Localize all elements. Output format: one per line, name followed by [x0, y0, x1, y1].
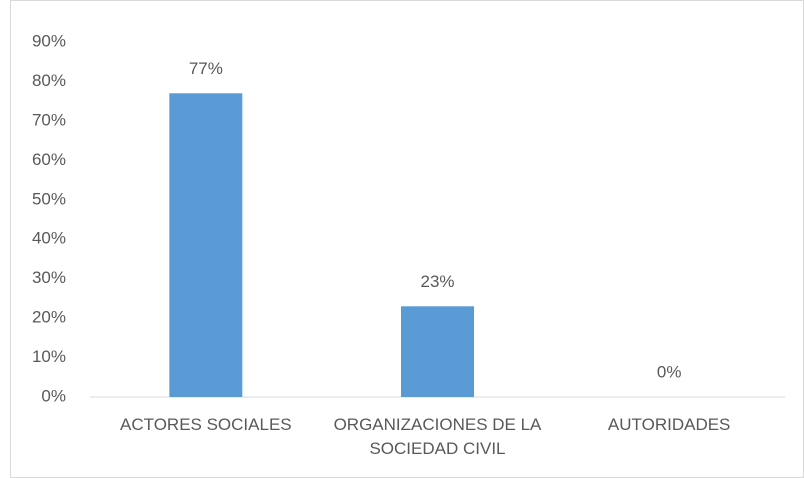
- data-label: 0%: [657, 362, 682, 381]
- x-tick-label: ACTORES SOCIALES: [120, 415, 292, 434]
- y-tick-label: 40%: [32, 229, 66, 248]
- bar: [401, 306, 474, 397]
- y-tick-label: 20%: [32, 308, 66, 327]
- y-tick-label: 10%: [32, 347, 66, 366]
- data-label: 77%: [189, 59, 223, 78]
- bar: [169, 93, 243, 398]
- data-label: 23%: [420, 272, 454, 291]
- y-tick-label: 70%: [32, 110, 66, 129]
- y-tick-label: 0%: [41, 386, 66, 405]
- x-tick-label: ORGANIZACIONES DE LA SOCIEDAD CIVIL: [333, 415, 542, 458]
- y-tick-label: 60%: [32, 150, 66, 169]
- y-tick-label: 90%: [32, 31, 66, 50]
- y-tick-label: 50%: [32, 189, 66, 208]
- y-tick-label: 80%: [32, 71, 66, 90]
- x-tick-label: AUTORIDADES: [607, 415, 731, 434]
- y-tick-label: 30%: [32, 268, 66, 287]
- chart-border: [10, 0, 804, 478]
